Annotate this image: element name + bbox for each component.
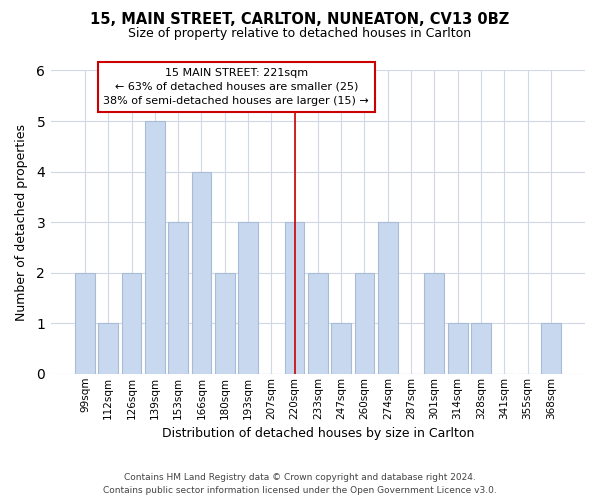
Bar [238, 222, 258, 374]
Bar [284, 222, 304, 374]
Text: 15, MAIN STREET, CARLTON, NUNEATON, CV13 0BZ: 15, MAIN STREET, CARLTON, NUNEATON, CV13… [91, 12, 509, 28]
Bar [122, 272, 142, 374]
Text: Size of property relative to detached houses in Carlton: Size of property relative to detached ho… [128, 28, 472, 40]
Bar [424, 272, 444, 374]
Bar [471, 323, 491, 374]
Bar [308, 272, 328, 374]
Bar [355, 272, 374, 374]
Bar [145, 121, 165, 374]
Text: 15 MAIN STREET: 221sqm
← 63% of detached houses are smaller (25)
38% of semi-det: 15 MAIN STREET: 221sqm ← 63% of detached… [103, 68, 369, 106]
Bar [378, 222, 398, 374]
Bar [215, 272, 235, 374]
Bar [331, 323, 351, 374]
Bar [98, 323, 118, 374]
Text: Contains HM Land Registry data © Crown copyright and database right 2024.
Contai: Contains HM Land Registry data © Crown c… [103, 474, 497, 495]
Bar [191, 172, 211, 374]
Bar [168, 222, 188, 374]
Bar [75, 272, 95, 374]
Bar [448, 323, 467, 374]
X-axis label: Distribution of detached houses by size in Carlton: Distribution of detached houses by size … [161, 427, 474, 440]
Y-axis label: Number of detached properties: Number of detached properties [15, 124, 28, 320]
Bar [541, 323, 561, 374]
